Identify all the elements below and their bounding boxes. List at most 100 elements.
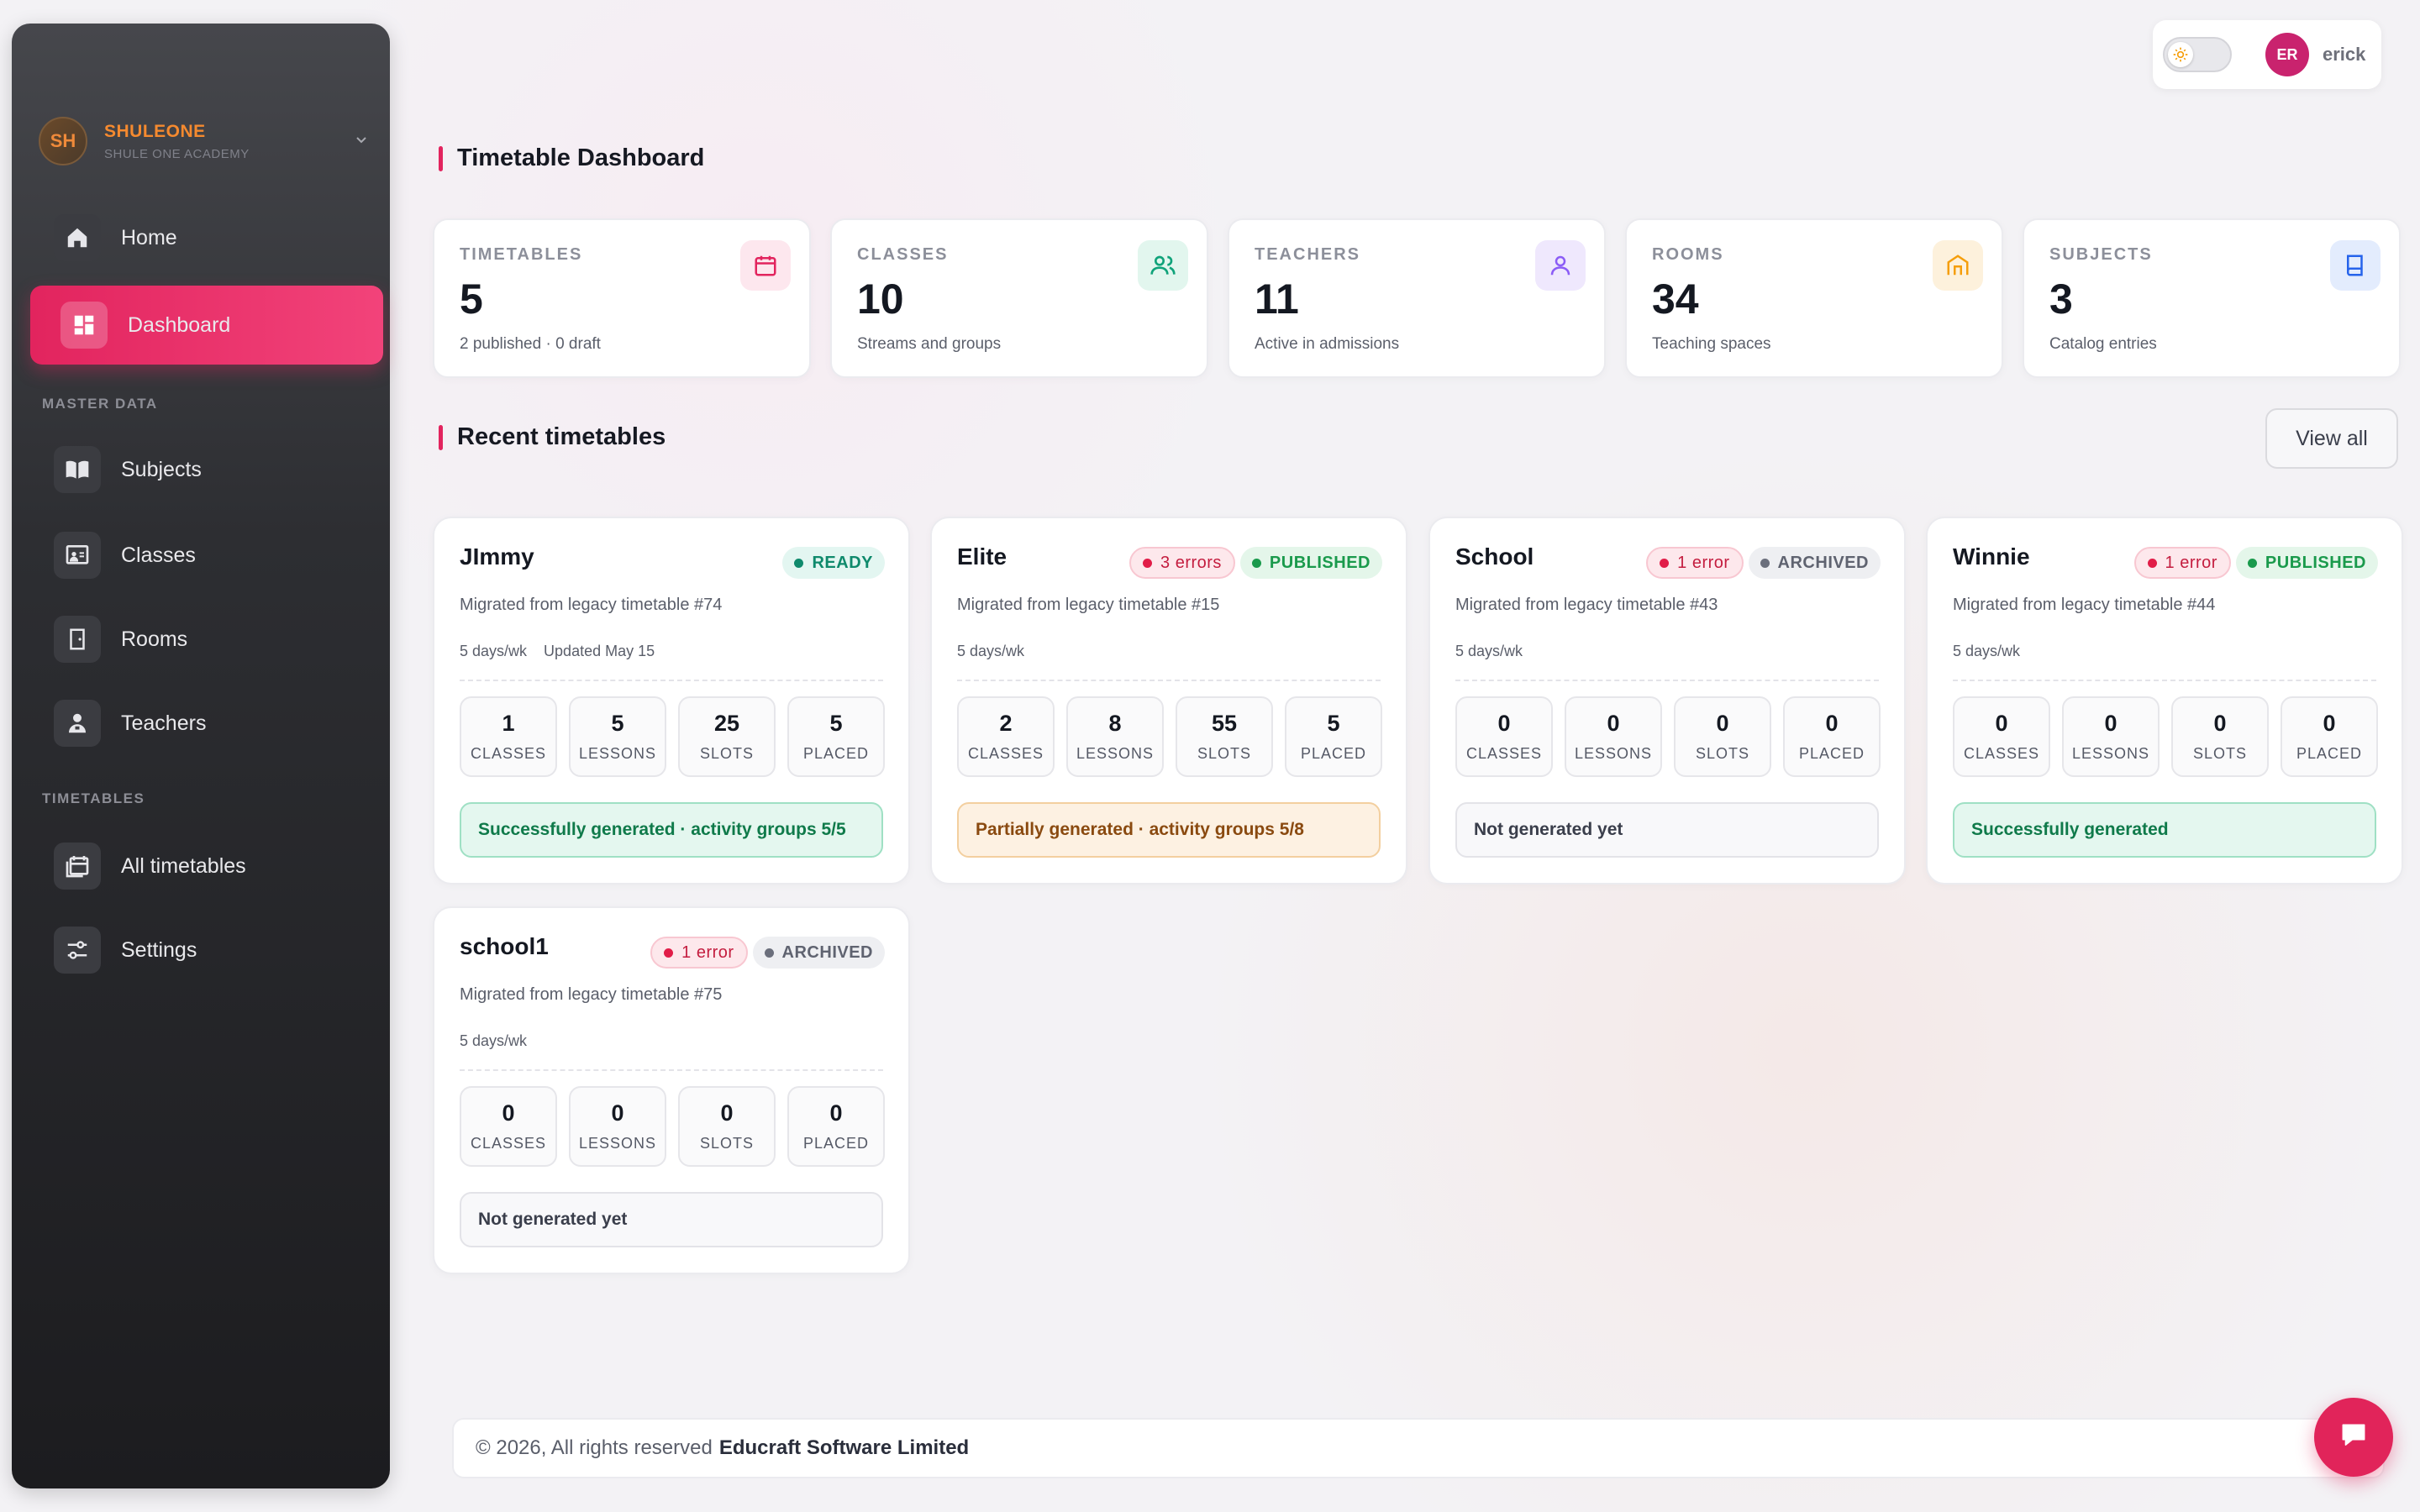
stat-card-timetables[interactable]: TIMETABLES 5 2 published · 0 draft (433, 218, 811, 378)
status-badge: ARCHIVED (752, 937, 885, 969)
timetable-name: Elite (957, 543, 1007, 570)
door-icon (54, 616, 101, 663)
stat-lessons: 8 LESSONS (1066, 696, 1164, 777)
school-name: SHULEONE (104, 121, 206, 141)
stat-label: TEACHERS (1255, 245, 1361, 264)
sidebar-item-label: All timetables (121, 853, 246, 878)
sidebar-item-teachers[interactable]: Teachers (30, 684, 383, 763)
divider (460, 1069, 883, 1071)
building-icon (1933, 240, 1983, 291)
divider (957, 680, 1381, 681)
timetable-stats: 1 CLASSES 5 LESSONS 25 SLOTS 5 PLACED (460, 696, 885, 777)
sidebar-item-rooms[interactable]: Rooms (30, 600, 383, 679)
generation-status: Not generated yet (1455, 802, 1879, 858)
error-badge: 3 errors (1129, 547, 1235, 579)
timetable-name: JImmy (460, 543, 534, 570)
timetable-card[interactable]: school1 1 error ARCHIVED Migrated from l… (433, 906, 910, 1274)
stat-placed: 0 PLACED (2281, 696, 2378, 777)
stat-placed: 0 PLACED (1783, 696, 1881, 777)
timetable-description: Migrated from legacy timetable #74 (460, 596, 723, 614)
teacher-icon (54, 700, 101, 747)
timetable-description: Migrated from legacy timetable #15 (957, 596, 1220, 614)
page-title: Timetable Dashboard (439, 144, 704, 172)
sidebar-item-label: Subjects (121, 457, 202, 481)
divider (460, 680, 883, 681)
status-badge: PUBLISHED (2235, 547, 2378, 579)
avatar[interactable]: ER (2265, 33, 2309, 76)
sidebar-item-subjects[interactable]: Subjects (30, 430, 383, 509)
users-icon (1138, 240, 1188, 291)
timetable-stats: 0 CLASSES 0 LESSONS 0 SLOTS 0 PLACED (1455, 696, 1881, 777)
dashboard-icon (60, 302, 108, 349)
user-icon (1535, 240, 1586, 291)
sidebar-item-label: Rooms (121, 627, 188, 651)
footer-company-link[interactable]: Educraft Software Limited (718, 1436, 970, 1459)
status-badge: PUBLISHED (1239, 547, 1382, 579)
stat-value: 3 (2049, 276, 2073, 323)
stat-label: ROOMS (1652, 245, 1724, 264)
timetable-card[interactable]: JImmy READY Migrated from legacy timetab… (433, 517, 910, 885)
timetable-card[interactable]: Winnie 1 error PUBLISHED Migrated from l… (1926, 517, 2403, 885)
view-all-button[interactable]: View all (2265, 408, 2398, 469)
timetable-description: Migrated from legacy timetable #44 (1953, 596, 2216, 614)
sidebar-item-classes[interactable]: Classes (30, 516, 383, 595)
stat-card-subjects[interactable]: SUBJECTS 3 Catalog entries (2023, 218, 2401, 378)
timetable-card[interactable]: School 1 error ARCHIVED Migrated from le… (1428, 517, 1906, 885)
divider (1953, 680, 2376, 681)
sidebar-item-dashboard[interactable]: Dashboard (30, 286, 383, 365)
timetable-name: School (1455, 543, 1534, 570)
book-open-icon (54, 446, 101, 493)
timetable-meta: 5 days/wk (1953, 643, 2021, 659)
generation-status: Not generated yet (460, 1192, 883, 1247)
section-label-timetables: TIMETABLES (42, 790, 145, 806)
stat-card-rooms[interactable]: ROOMS 34 Teaching spaces (1625, 218, 2003, 378)
stat-value: 10 (857, 276, 904, 323)
sidebar-item-home[interactable]: Home (30, 198, 383, 277)
timetable-meta: 5 days/wk (460, 1032, 528, 1049)
stat-slots: 0 SLOTS (2171, 696, 2269, 777)
stat-card-teachers[interactable]: TEACHERS 11 Active in admissions (1228, 218, 1606, 378)
timetable-stats: 2 CLASSES 8 LESSONS 55 SLOTS 5 PLACED (957, 696, 1382, 777)
user-name[interactable]: erick (2323, 44, 2366, 65)
stat-slots: 55 SLOTS (1176, 696, 1273, 777)
sidebar-item-all-timetables[interactable]: All timetables (30, 827, 383, 906)
stat-value: 11 (1255, 276, 1299, 323)
stat-card-classes[interactable]: CLASSES 10 Streams and groups (830, 218, 1208, 378)
sidebar-item-label: Dashboard (128, 312, 231, 337)
school-avatar: SH (39, 117, 87, 165)
timetable-description: Migrated from legacy timetable #75 (460, 985, 723, 1004)
divider (1455, 680, 1879, 681)
sidebar-item-settings[interactable]: Settings (30, 911, 383, 990)
generation-status: Partially generated · activity groups 5/… (957, 802, 1381, 858)
stat-label: CLASSES (857, 245, 949, 264)
stat-classes: 1 CLASSES (460, 696, 557, 777)
error-badge: 1 error (1646, 547, 1744, 579)
sidebar-item-label: Classes (121, 543, 196, 567)
sidebar-item-label: Teachers (121, 711, 207, 735)
timetable-meta: 5 days/wk Updated May 15 (460, 643, 655, 659)
calendar-stack-icon (54, 843, 101, 890)
stat-value: 34 (1652, 276, 1699, 323)
stat-classes: 0 CLASSES (460, 1086, 557, 1167)
school-switcher[interactable]: SH SHULEONE SHULE ONE ACADEMY (39, 114, 375, 168)
section-label-master-data: MASTER DATA (42, 396, 158, 412)
error-badge: 1 error (2133, 547, 2231, 579)
recent-timetables-title: Recent timetables (439, 423, 666, 451)
stat-classes: 2 CLASSES (957, 696, 1055, 777)
stat-placed: 0 PLACED (787, 1086, 885, 1167)
theme-toggle[interactable] (2163, 37, 2232, 72)
user-menu: ER erick (2153, 20, 2381, 89)
sliders-icon (54, 927, 101, 974)
chat-bubble-icon (2338, 1420, 2370, 1456)
timetable-card[interactable]: Elite 3 errors PUBLISHED Migrated from l… (930, 517, 1407, 885)
chat-button[interactable] (2314, 1398, 2393, 1477)
sun-icon (2168, 42, 2193, 67)
book-icon (2330, 240, 2381, 291)
sidebar: SH SHULEONE SHULE ONE ACADEMY Home Dashb… (12, 24, 390, 1488)
stat-subtext: Streams and groups (857, 335, 1002, 353)
timetable-description: Migrated from legacy timetable #43 (1455, 596, 1718, 614)
stat-slots: 0 SLOTS (1674, 696, 1771, 777)
status-badge: READY (782, 547, 885, 579)
stat-classes: 0 CLASSES (1953, 696, 2050, 777)
classroom-icon (54, 532, 101, 579)
